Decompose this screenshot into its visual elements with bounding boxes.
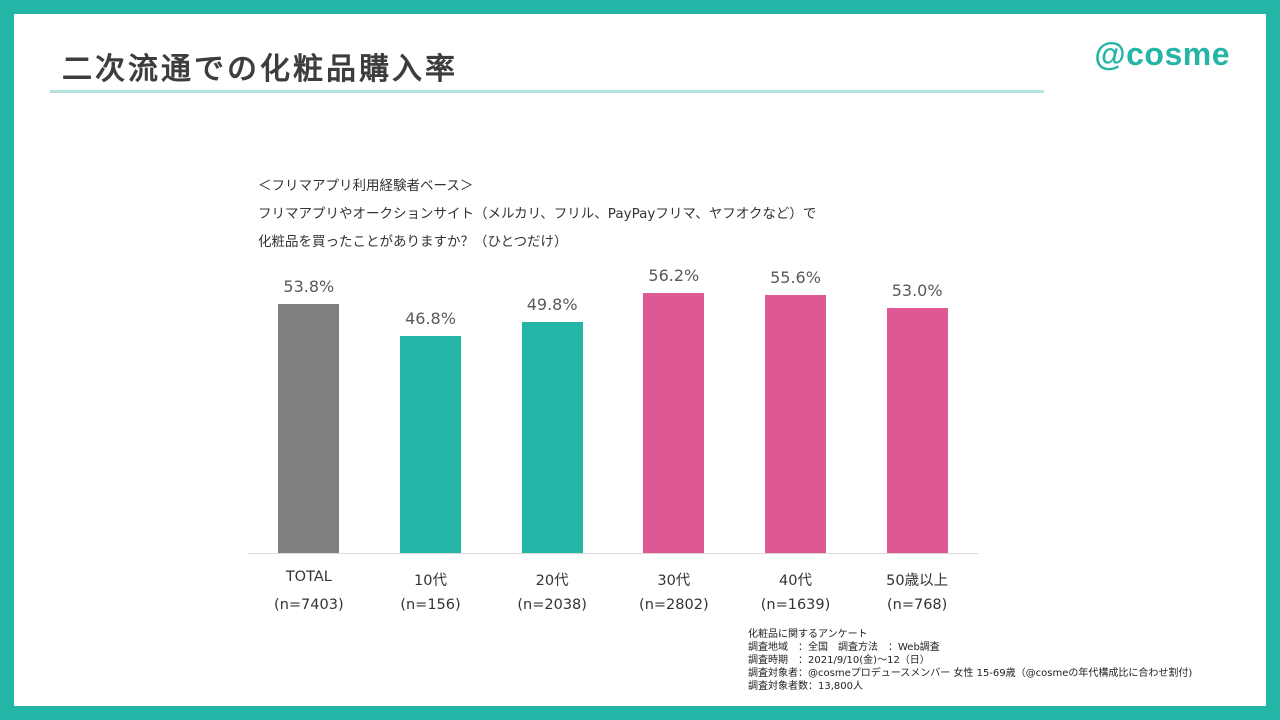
- question-line-1: フリマアプリやオークションサイト（メルカリ、フリル、PayPayフリマ、ヤフオク…: [258, 206, 817, 222]
- note-line: 調査対象者数：13,800人: [748, 681, 863, 692]
- data-label-1: 46.8%: [405, 309, 456, 329]
- category-label-4: 40代: [779, 573, 812, 589]
- note-line: 調査時期 ：2021/9/10(金)～12（日）: [748, 655, 930, 666]
- category-label-3: 30代: [657, 573, 691, 589]
- category-label-5: 50歳以上: [886, 573, 949, 589]
- bar-1: [400, 336, 461, 554]
- data-label-2: 49.8%: [526, 295, 578, 315]
- note-line: 化粧品に関するアンケート: [748, 629, 868, 640]
- category-label-1: 10代: [414, 573, 447, 589]
- category-label-0: TOTAL: [285, 569, 332, 585]
- sample-size-label-0: (n=7403): [274, 597, 344, 613]
- sample-size-label-3: (n=2802): [639, 597, 709, 613]
- bar-2: [521, 322, 583, 554]
- data-label-3: 56.2%: [648, 265, 700, 285]
- question-line-2: 化粧品を買ったことがありますか？（ひとつだけ）: [258, 234, 568, 250]
- sample-size-label-1: (n=156): [400, 597, 461, 613]
- sample-size-label-4: (n=1639): [760, 597, 831, 613]
- data-label-0: 53.8%: [283, 276, 335, 296]
- bar-0: [278, 303, 340, 554]
- bar-5: [886, 307, 948, 554]
- data-label-4: 55.6%: [770, 268, 821, 288]
- sample-size-label-2: (n=2038): [517, 597, 587, 613]
- data-label-5: 53.0%: [891, 280, 943, 300]
- survey-notes: 化粧品に関するアンケート 調査地域 ：全国 調査方法 ：Web調査 調査時期 ：…: [748, 628, 1192, 693]
- bar-3: [643, 292, 705, 554]
- category-label-2: 20代: [535, 573, 569, 589]
- title-divider: [50, 90, 1044, 93]
- chart-baseline: [248, 553, 978, 554]
- slide-frame: 二次流通での化粧品購入率 @cosme ＜フリマアプリ利用経験者ベース＞ フリマ…: [14, 14, 1266, 706]
- question-base: ＜フリマアプリ利用経験者ベース＞: [258, 178, 474, 194]
- bar-4: [765, 295, 826, 554]
- note-line: 調査対象者：@cosmeプロデュースメンバー 女性 15-69歳（@cosmeの…: [748, 668, 1193, 679]
- sample-size-label-5: (n=768): [886, 597, 948, 613]
- brand-logo: @cosme: [1094, 36, 1230, 72]
- page-title: 二次流通での化粧品購入率: [62, 52, 458, 87]
- note-line: 調査地域 ：全国 調査方法 ：Web調査: [748, 642, 940, 653]
- bar-chart: 53.8% 46.8% 49.8% 56.2% 55.6% 53.0%: [248, 264, 978, 554]
